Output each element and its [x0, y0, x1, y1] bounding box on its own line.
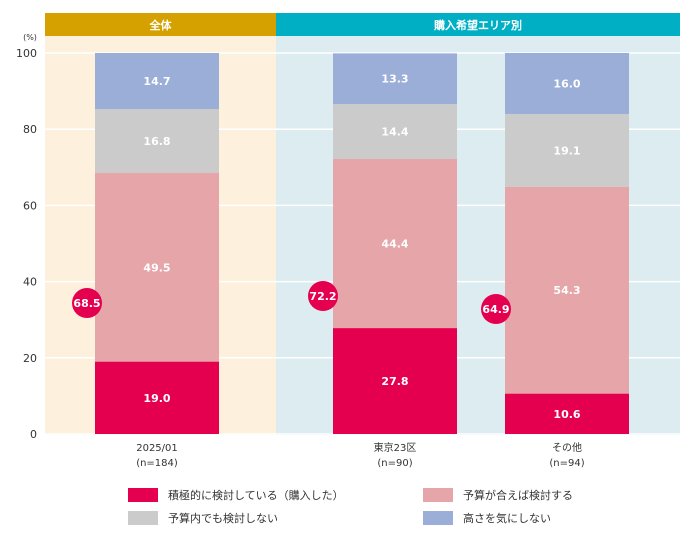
y-tick-label: 20 [23, 352, 37, 365]
legend-swatch [128, 511, 158, 525]
x-tick-label: 東京23区 [374, 441, 417, 454]
data-label: 16.0 [553, 77, 580, 90]
bar-segment [505, 393, 629, 434]
bar-segment [95, 361, 219, 434]
legend-item: 高さを気にしない [423, 510, 551, 526]
data-label: 44.4 [381, 238, 408, 251]
legend-label: 予算内でも検討しない [168, 512, 278, 525]
legend-label: 高さを気にしない [463, 512, 551, 525]
x-tick-label: 2025/01 [136, 443, 178, 454]
data-label: 27.8 [381, 375, 408, 388]
total-badge [308, 281, 338, 311]
y-tick-label: 100 [16, 47, 37, 60]
group-header-label: 全体 [149, 18, 173, 32]
bar-segment [95, 173, 219, 362]
total-label: 64.9 [482, 303, 509, 316]
data-label: 13.3 [381, 73, 408, 86]
total-badge [481, 294, 511, 324]
bar-segment [505, 113, 629, 187]
y-tick-label: 0 [30, 428, 37, 441]
legend-swatch [423, 488, 453, 502]
y-tick-label: 80 [23, 123, 37, 136]
bar-segment [95, 53, 219, 110]
y-tick-label: 40 [23, 276, 37, 289]
data-label: 19.1 [553, 144, 580, 157]
total-label: 68.5 [73, 297, 100, 310]
legend-swatch [423, 511, 453, 525]
legend-label: 積極的に検討している（購入した） [168, 489, 344, 502]
legend-item: 積極的に検討している（購入した） [128, 487, 344, 503]
y-axis-unit: (%) [23, 33, 37, 42]
total-label: 72.2 [309, 290, 336, 303]
data-label: 10.6 [553, 408, 580, 421]
group-header [276, 13, 680, 36]
data-label: 54.3 [553, 284, 580, 297]
legend-swatch [128, 488, 158, 502]
data-label: 16.8 [143, 135, 170, 148]
x-tick-sublabel: (n=184) [136, 458, 178, 469]
legend-item: 予算が合えば検討する [423, 487, 573, 503]
data-label: 14.7 [143, 75, 170, 88]
bar-segment [333, 158, 457, 329]
bar-segment [505, 53, 629, 114]
data-label: 19.0 [143, 392, 170, 405]
y-tick-label: 60 [23, 199, 37, 212]
legend-label: 予算が合えば検討する [463, 489, 573, 502]
legend-item: 予算内でも検討しない [128, 510, 278, 526]
x-tick-label: その他 [552, 441, 582, 454]
x-tick-sublabel: (n=94) [549, 458, 584, 469]
x-tick-sublabel: (n=90) [377, 458, 412, 469]
data-label: 49.5 [143, 261, 170, 274]
data-label: 14.4 [381, 125, 408, 138]
total-badge [72, 288, 102, 318]
bar-segment [95, 109, 219, 174]
group-header-label: 購入希望エリア別 [433, 18, 522, 32]
bar-segment [333, 328, 457, 434]
bar-segment [505, 186, 629, 394]
bar-segment [333, 53, 457, 105]
bar-segment [333, 104, 457, 159]
group-header [45, 13, 276, 36]
